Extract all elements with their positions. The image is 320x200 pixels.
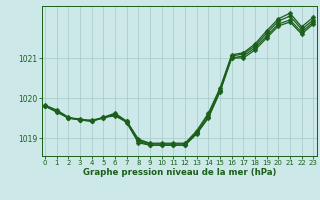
X-axis label: Graphe pression niveau de la mer (hPa): Graphe pression niveau de la mer (hPa) xyxy=(83,168,276,177)
